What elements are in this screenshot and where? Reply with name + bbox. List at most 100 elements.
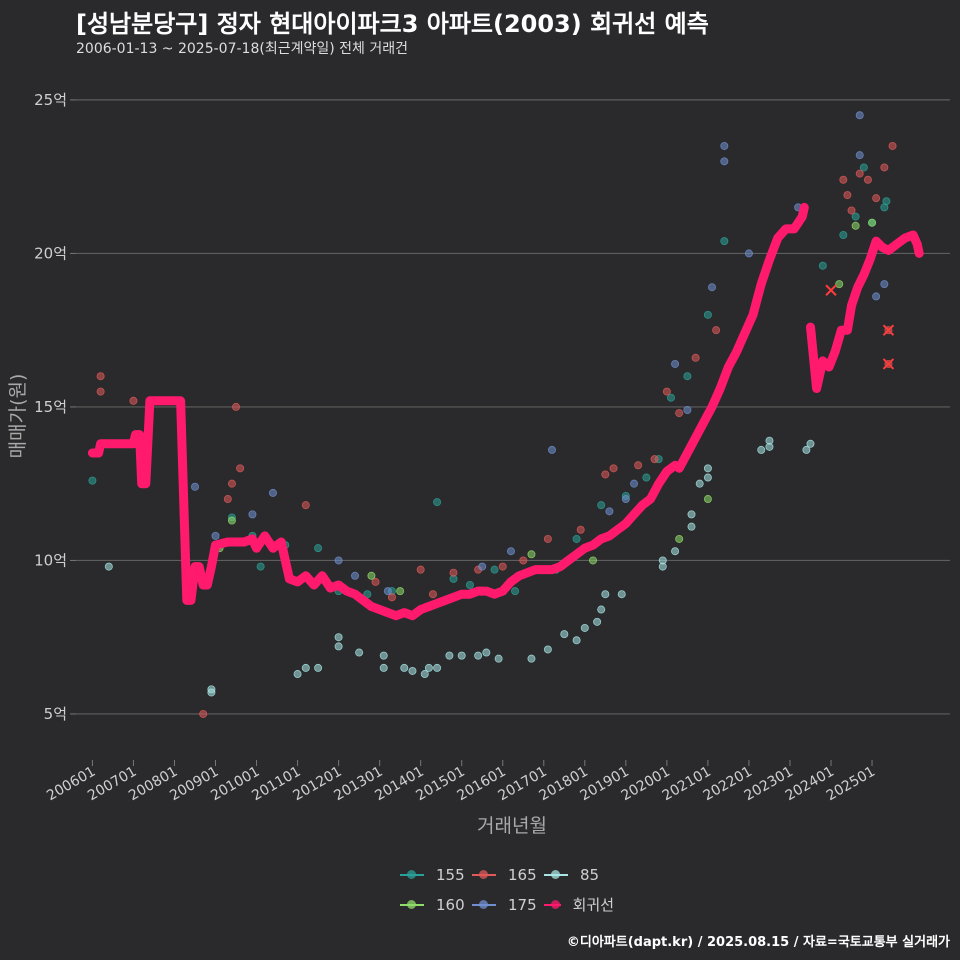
data-point-155 bbox=[882, 197, 891, 206]
data-point-175 bbox=[708, 283, 717, 292]
data-point-155 bbox=[703, 310, 712, 319]
data-point-160 bbox=[227, 516, 236, 525]
data-point-165 bbox=[236, 464, 245, 473]
chart-subtitle: 2006-01-13 ~ 2025-07-18(최근계약일) 전체 거래건 bbox=[76, 41, 408, 57]
data-point-160 bbox=[868, 218, 877, 227]
data-point-165 bbox=[449, 568, 458, 577]
data-point-85 bbox=[543, 645, 552, 654]
chart-title: [성남분당구] 정자 현대아이파크3 아파트(2003) 회귀선 예측 bbox=[76, 10, 709, 38]
legend-label: 155 bbox=[436, 866, 465, 884]
data-point-175 bbox=[720, 141, 729, 150]
data-point-175 bbox=[268, 488, 277, 497]
data-point-155 bbox=[572, 534, 581, 543]
data-point-160 bbox=[396, 587, 405, 596]
data-point-175 bbox=[880, 280, 889, 289]
data-point-175 bbox=[190, 482, 199, 491]
data-point-175 bbox=[872, 292, 881, 301]
data-point-85 bbox=[104, 562, 113, 571]
data-point-175 bbox=[351, 571, 360, 580]
data-point-155 bbox=[256, 562, 265, 571]
data-point-160 bbox=[703, 495, 712, 504]
legend-label: 85 bbox=[580, 866, 600, 884]
legend-key-icon bbox=[398, 867, 426, 883]
data-point-155 bbox=[88, 476, 97, 485]
data-point-85 bbox=[457, 651, 466, 660]
y-axis-label: 매매가(원) bbox=[7, 374, 29, 459]
data-point-175 bbox=[621, 495, 630, 504]
legend-key-icon bbox=[470, 867, 498, 883]
data-point-165 bbox=[712, 326, 721, 335]
data-point-175 bbox=[720, 157, 729, 166]
data-point-160 bbox=[367, 571, 376, 580]
x-axis-ticks: 2006012007012008012009012010012011012012… bbox=[44, 760, 878, 804]
data-point-165 bbox=[387, 593, 396, 602]
data-point-85 bbox=[314, 663, 323, 672]
legend-item-155: 155 bbox=[398, 866, 470, 884]
data-point-155 bbox=[465, 581, 474, 590]
data-point-85 bbox=[703, 464, 712, 473]
data-point-165 bbox=[662, 387, 671, 396]
data-point-165 bbox=[223, 495, 232, 504]
data-point-85 bbox=[617, 590, 626, 599]
data-point-175 bbox=[605, 507, 614, 516]
data-point-155 bbox=[314, 544, 323, 553]
legend-item-85: 85 bbox=[542, 866, 614, 884]
data-point-165 bbox=[519, 556, 528, 565]
data-point-160 bbox=[675, 534, 684, 543]
cross-mark bbox=[825, 284, 837, 296]
data-point-165 bbox=[888, 141, 897, 150]
legend-key-icon bbox=[470, 897, 498, 913]
y-axis-ticks: 5억 10억 15억 20억 25억 bbox=[34, 91, 76, 723]
data-point-155 bbox=[642, 473, 651, 482]
regression-line-segment bbox=[87, 202, 809, 621]
data-point-165 bbox=[650, 455, 659, 464]
cross-mark bbox=[882, 358, 895, 370]
data-point-85 bbox=[527, 654, 536, 663]
data-point-85 bbox=[687, 522, 696, 531]
data-point-165 bbox=[301, 501, 310, 510]
footer-credit: ©디아파트(dapt.kr) / 2025.08.15 / 자료=국토교통부 실… bbox=[566, 935, 950, 950]
regression-line-segment bbox=[806, 230, 924, 393]
data-point-85 bbox=[560, 630, 569, 639]
legend-item-160: 160 bbox=[398, 894, 470, 915]
data-point-85 bbox=[695, 479, 704, 488]
data-point-165 bbox=[232, 402, 241, 411]
data-point-85 bbox=[494, 654, 503, 663]
data-point-85 bbox=[474, 651, 483, 660]
data-point-85 bbox=[334, 642, 343, 651]
data-point-160 bbox=[835, 280, 844, 289]
data-point-85 bbox=[379, 651, 388, 660]
data-point-175 bbox=[383, 587, 392, 596]
data-point-165 bbox=[863, 175, 872, 184]
y-tick-label: 25억 bbox=[34, 91, 67, 109]
data-point-165 bbox=[601, 470, 610, 479]
data-point-175 bbox=[478, 562, 487, 571]
data-point-165 bbox=[843, 191, 852, 200]
data-point-85 bbox=[802, 445, 811, 454]
data-point-85 bbox=[400, 663, 409, 672]
legend-item-175: 175 bbox=[470, 894, 542, 915]
legend-label: 175 bbox=[508, 895, 537, 914]
data-point-165 bbox=[96, 372, 105, 381]
data-point-85 bbox=[420, 670, 429, 679]
data-point-175 bbox=[683, 405, 692, 414]
data-point-85 bbox=[355, 648, 364, 657]
data-point-85 bbox=[445, 651, 454, 660]
data-point-85 bbox=[293, 670, 302, 679]
data-point-165 bbox=[675, 409, 684, 418]
data-point-85 bbox=[334, 633, 343, 642]
data-point-165 bbox=[609, 464, 618, 473]
data-point-165 bbox=[880, 163, 889, 172]
data-point-165 bbox=[498, 562, 507, 571]
legend-key-icon bbox=[542, 867, 570, 883]
data-point-155 bbox=[597, 501, 606, 510]
data-point-85 bbox=[580, 623, 589, 632]
data-point-85 bbox=[408, 666, 417, 675]
y-tick-label: 20억 bbox=[34, 244, 67, 262]
data-point-175 bbox=[334, 556, 343, 565]
legend-label: 165 bbox=[508, 866, 537, 884]
data-point-155 bbox=[666, 393, 675, 402]
data-point-175 bbox=[248, 510, 257, 519]
data-point-85 bbox=[757, 445, 766, 454]
